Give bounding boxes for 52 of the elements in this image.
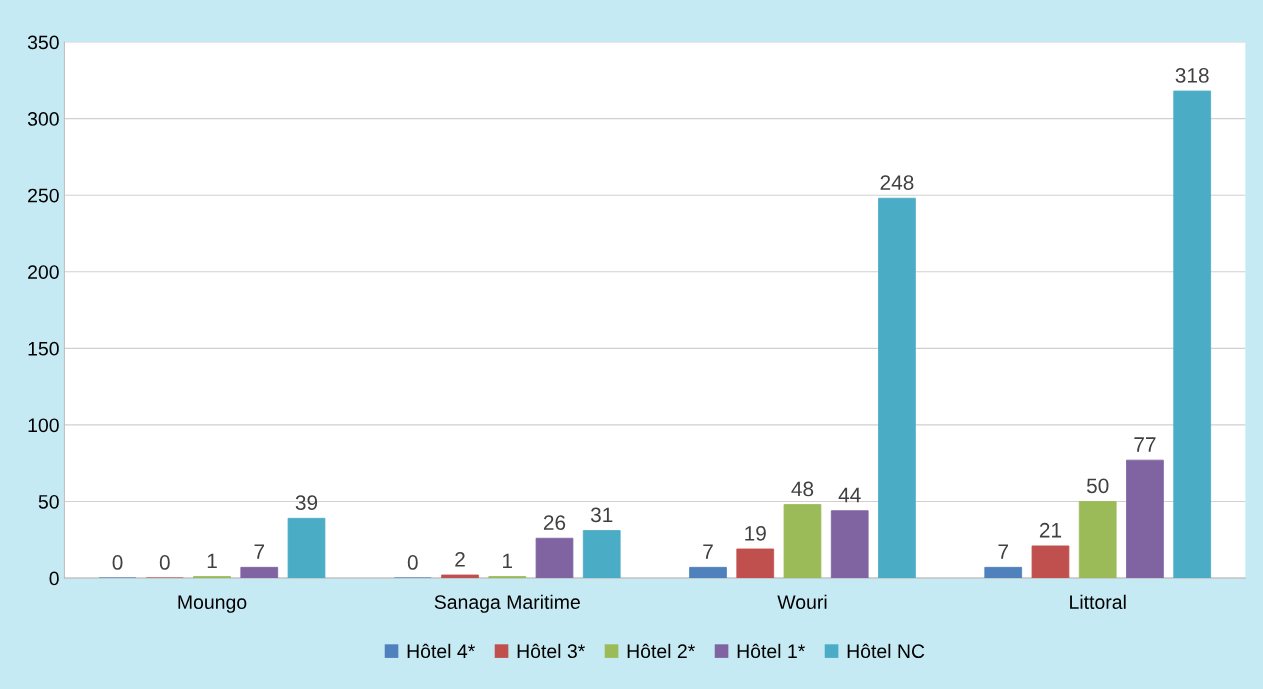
bar xyxy=(1126,459,1164,579)
data-label: 7 xyxy=(254,544,265,559)
legend-label: Hôtel 4* xyxy=(407,643,475,659)
bar xyxy=(984,566,1023,579)
data-label: 39 xyxy=(295,495,318,511)
legend-label: Hôtel 3* xyxy=(517,643,585,659)
y-tick-label: 200 xyxy=(28,265,59,279)
y-tick-label: 350 xyxy=(27,35,59,50)
bar xyxy=(878,197,916,579)
data-label: 0 xyxy=(112,555,123,570)
bar xyxy=(1078,501,1117,579)
x-tick-label: Moungo xyxy=(178,595,247,613)
data-label: 7 xyxy=(703,544,713,559)
data-label: 318 xyxy=(1175,68,1209,83)
data-label: 19 xyxy=(745,525,766,541)
bar xyxy=(582,530,621,579)
y-tick-label: 150 xyxy=(28,341,59,356)
data-label: 0 xyxy=(159,555,170,570)
data-label: 7 xyxy=(998,544,1008,559)
bar xyxy=(240,566,279,579)
data-label: 50 xyxy=(1086,478,1109,494)
data-label: 1 xyxy=(207,553,217,569)
data-label: 21 xyxy=(1039,522,1062,538)
bar xyxy=(736,548,775,579)
bar xyxy=(783,504,822,579)
data-label: 31 xyxy=(590,507,613,523)
data-label: 0 xyxy=(407,555,418,570)
bar xyxy=(1173,90,1212,579)
data-label: 77 xyxy=(1134,437,1156,452)
data-label: 26 xyxy=(543,515,566,530)
legend-label: Hôtel 2* xyxy=(627,643,695,659)
x-tick-label: Littoral xyxy=(1070,594,1126,610)
data-label: 248 xyxy=(880,175,914,190)
y-tick-label: 50 xyxy=(38,494,59,509)
data-label: 2 xyxy=(455,551,465,567)
y-tick-label: 0 xyxy=(49,571,59,586)
x-tick-label: Wouri xyxy=(777,594,827,610)
y-tick-label: 250 xyxy=(28,188,59,203)
y-tick-label: 100 xyxy=(28,418,59,433)
bar xyxy=(830,510,869,579)
data-label: 44 xyxy=(838,487,861,503)
bar xyxy=(535,537,574,579)
bar xyxy=(689,566,727,579)
data-label: 48 xyxy=(791,481,814,497)
bar xyxy=(441,574,479,579)
y-tick-label: 300 xyxy=(27,112,59,126)
x-tick-label: Sanaga Maritime xyxy=(434,594,580,613)
legend-label: Hôtel 1* xyxy=(737,643,805,659)
legend-label: Hôtel NC xyxy=(847,643,925,659)
bar xyxy=(1031,545,1070,579)
data-label: 1 xyxy=(503,553,513,569)
bar xyxy=(287,517,326,579)
